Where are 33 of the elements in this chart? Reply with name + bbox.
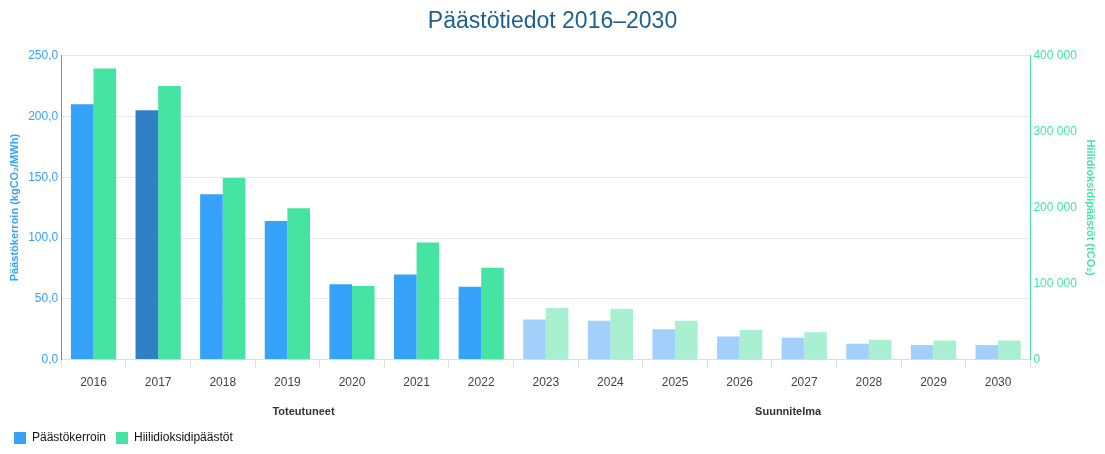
x-tick-label: 2017: [144, 375, 172, 390]
y2-tick-label: 0: [1033, 351, 1041, 366]
x-tick-label: 2020: [338, 375, 366, 390]
text: Toteutuneet: [272, 405, 335, 418]
y-tick-label: 250,0: [28, 47, 59, 62]
x-tick-label: 2024: [597, 375, 625, 390]
x-tick-label: 2026: [726, 375, 754, 390]
legend-label: Hiilidioksidipäästöt: [134, 430, 234, 445]
y2-tick-label: 100 000: [1033, 275, 1078, 290]
y-tick-label: 100,0: [28, 230, 59, 245]
x-tick-label: 2018: [209, 375, 237, 390]
x-tick-label: 2021: [403, 375, 431, 390]
y-tick-label: 50,0: [34, 291, 59, 306]
chart-title: Päästötiedot 2016–2030: [427, 7, 678, 34]
y2-tick-label: 400 000: [1033, 47, 1078, 62]
y2-axis-title: Hiilidioksidipäästöt (tCO₂): [1085, 139, 1098, 277]
x-tick-label: 2016: [80, 375, 108, 390]
y2-tick-label: 200 000: [1033, 199, 1078, 214]
x-tick-label: 2028: [855, 375, 883, 390]
x-tick-label: 2022: [467, 375, 495, 390]
x-tick-label: 2025: [661, 375, 689, 390]
x-tick-label: 2023: [532, 375, 560, 390]
legend-label: Päästökerroin: [32, 430, 107, 445]
x-tick-label: 2029: [920, 375, 948, 390]
y2-tick-label: 300 000: [1033, 123, 1078, 138]
x-tick-label: 2019: [274, 375, 302, 390]
x-tick-label: 2030: [984, 375, 1012, 390]
text: Suunnitelma: [755, 405, 822, 418]
y-axis-title: Päästökerroin (kgCO₂/MWh): [7, 133, 20, 282]
y-tick-label: 150,0: [28, 169, 59, 184]
x-tick-label: 2027: [790, 375, 818, 390]
y-tick-label: 200,0: [28, 108, 59, 123]
y-tick-label: 0,0: [41, 351, 59, 366]
